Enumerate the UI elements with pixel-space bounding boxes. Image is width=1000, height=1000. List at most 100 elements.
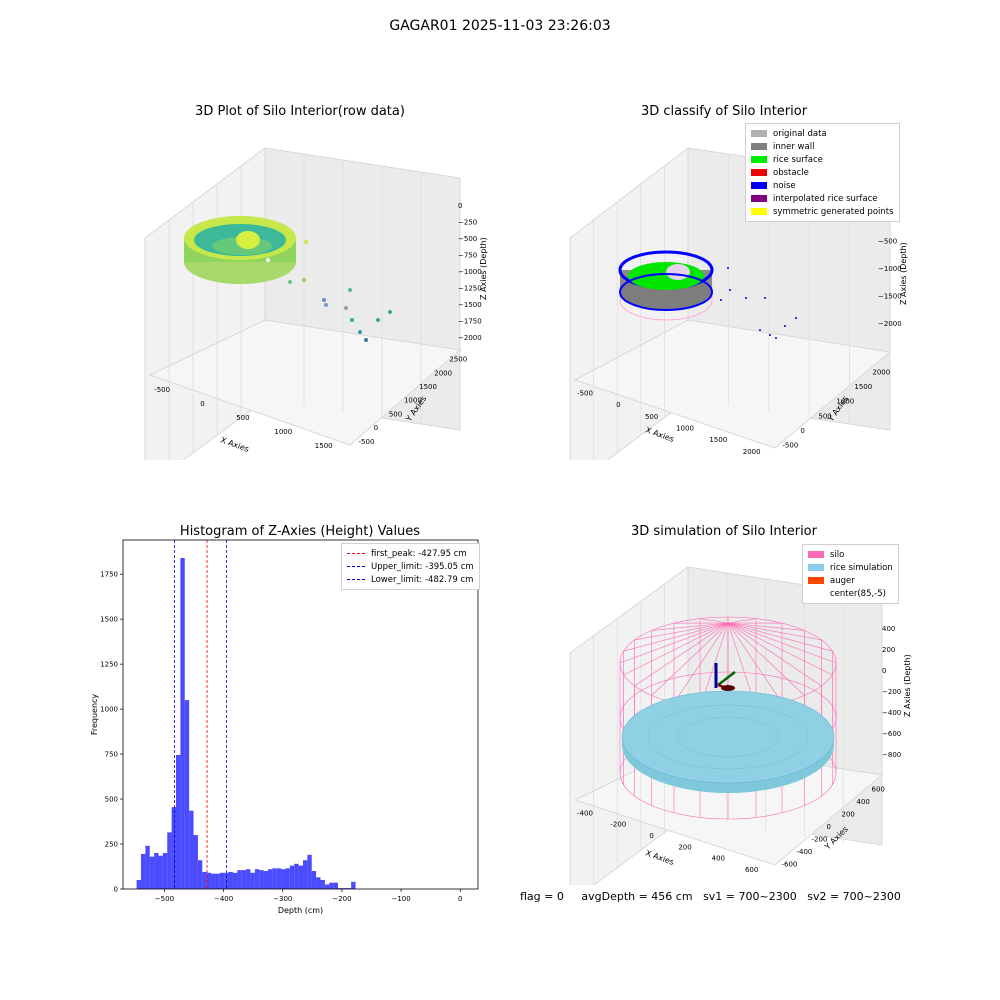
histogram-bar (171, 807, 177, 889)
classify-z-tick: −1000 (878, 265, 902, 273)
classify-y-tick: 0 (800, 427, 804, 435)
classify-plot-title: 3D classify of Silo Interior (640, 104, 808, 119)
histogram-bar (285, 868, 290, 889)
raw-z-tick: −1750 (458, 318, 482, 326)
simulation-x-tick: 600 (745, 866, 758, 874)
silo-roof-wire (727, 622, 822, 687)
histogram-bar (298, 865, 303, 889)
raw-z-tick: −500 (458, 235, 477, 243)
histogram-bar (324, 884, 330, 889)
raw-data-point (304, 240, 308, 244)
classify-legend-item: obstacle (751, 166, 894, 179)
simulation-legend-swatch (808, 590, 824, 597)
histogram-bar (149, 856, 155, 889)
histogram-legend-line (347, 566, 365, 567)
histogram-bar (202, 871, 207, 889)
silo-roof-wire (623, 622, 729, 676)
status-avg-depth: avgDepth = 456 cm (581, 890, 693, 903)
simulation-z-tick: −600 (882, 730, 901, 738)
status-flag: flag = 0 (520, 890, 564, 903)
status-line: flag = 0 avgDepth = 456 cm sv1 = 700~230… (520, 890, 901, 903)
histogram-y-tick: 500 (105, 796, 118, 804)
classify-z-tick: −500 (878, 238, 897, 246)
simulation-legend-label: auger (830, 575, 855, 586)
raw-ticks: 0 −250 −500 −750 −1000 −1250 −1500 −1750 −2000 -5… (154, 202, 482, 450)
simulation-auger (714, 663, 736, 691)
raw-plot-title: 3D Plot of Silo Interior(row data) (195, 104, 405, 119)
classify-legend-swatch (751, 130, 767, 137)
histogram-bar (316, 877, 321, 889)
simulation-y-tick: 400 (857, 798, 870, 806)
raw-data-point (388, 310, 392, 314)
histogram-x-tick: −300 (273, 895, 292, 903)
classify-legend-swatch (751, 156, 767, 163)
histogram-reference-lines (174, 540, 227, 889)
classify-x-tick: 500 (645, 413, 658, 421)
classify-noise-point (795, 317, 797, 319)
histogram-bar (145, 845, 150, 889)
simulation-y-tick: -600 (782, 860, 798, 868)
silo-roof-wire (623, 622, 729, 652)
histogram-bar (272, 868, 277, 889)
classify-legend-item: inner wall (751, 140, 894, 153)
histogram-bar (267, 869, 273, 889)
histogram-bar (219, 872, 225, 889)
classify-legend-item: original data (751, 127, 894, 140)
silo-roof-wire (727, 618, 756, 624)
simulation-legend-item: silo (808, 548, 893, 561)
histogram-bar (189, 810, 194, 889)
raw-noise-points (288, 240, 392, 342)
classify-z-tick: −1500 (878, 293, 902, 301)
classify-noise-point (764, 297, 766, 299)
classify-y-tick: -500 (782, 442, 798, 450)
histogram-y-tick: 1000 (100, 706, 118, 714)
simulation-legend-swatch (808, 577, 824, 584)
simulation-z-tick: 200 (882, 646, 895, 654)
status-sv1: sv1 = 700~2300 (703, 890, 797, 903)
simulation-ticks: 4002000−200−400−600−800-400-200020040060… (577, 625, 901, 874)
raw-data-point (302, 278, 306, 282)
histogram-bar (162, 853, 168, 889)
simulation-legend-label: center(85,-5) (830, 588, 886, 599)
classify-noise-point (769, 334, 771, 336)
histogram-bar (263, 871, 268, 889)
histogram-bar (254, 869, 260, 889)
classify-noise-point (720, 299, 722, 301)
silo-roof-wire (727, 622, 805, 696)
simulation-legend-label: rice simulation (830, 562, 893, 573)
histogram-bar (241, 870, 247, 889)
raw-y-tick: 1500 (419, 383, 437, 391)
simulation-legend-label: silo (830, 549, 845, 560)
classify-legend-swatch (751, 182, 767, 189)
histogram-y-tick: 1500 (100, 616, 118, 624)
histogram-bar (246, 869, 251, 889)
histogram-y-tick: 1250 (100, 661, 118, 669)
classify-3d-plot: 0−500−1000−1500−2000-5000500100015002000… (569, 146, 908, 460)
histogram-legend-label: first_peak: -427.95 cm (371, 548, 467, 559)
classify-legend-label: rice surface (773, 154, 823, 165)
simulation-legend: silo rice simulation auger center(85,-5) (802, 544, 899, 604)
classify-legend-label: inner wall (773, 141, 815, 152)
classify-x-tick: 0 (616, 401, 620, 409)
classify-noise-point (745, 297, 747, 299)
raw-data-point (364, 338, 368, 342)
histogram-bar (294, 863, 299, 889)
histogram-x-tick: −400 (214, 895, 233, 903)
histogram-bar (206, 872, 212, 889)
raw-z-tick: 0 (458, 202, 462, 210)
classify-z-tick: −2000 (878, 320, 902, 328)
classify-y-tick: 2000 (872, 368, 890, 376)
histogram-frame (122, 539, 479, 890)
raw-z-tick: −1000 (458, 268, 482, 276)
histogram-bar (338, 888, 343, 889)
classify-y-tick: 500 (818, 412, 831, 420)
raw-z-label: Z Axies (Depth) (479, 237, 488, 300)
histogram-legend-line (347, 553, 365, 554)
silo-roof-wire (727, 622, 783, 704)
silo-roof-wire (651, 622, 729, 696)
histogram-bar (154, 853, 159, 889)
classify-x-tick: 2000 (743, 448, 761, 456)
raw-data-point (344, 306, 348, 310)
simulation-x-tick: -200 (610, 821, 626, 829)
raw-x-tick: -500 (154, 386, 170, 394)
